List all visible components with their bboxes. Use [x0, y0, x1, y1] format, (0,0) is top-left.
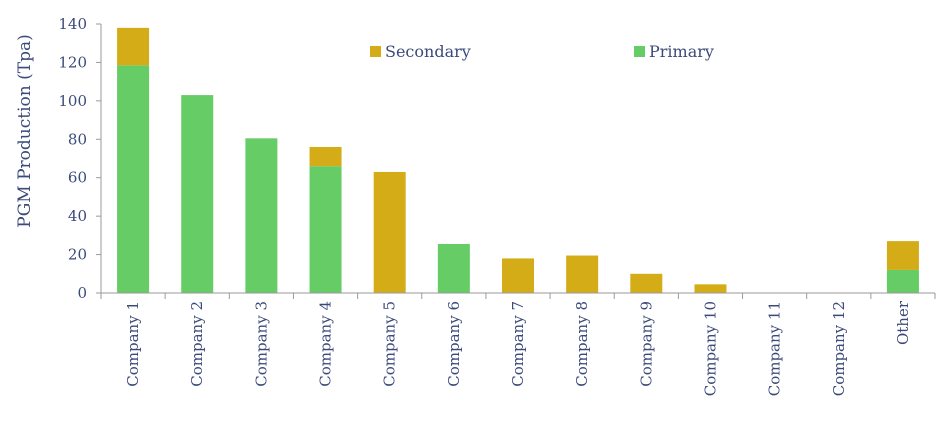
x-tick-label: Other: [894, 300, 912, 345]
legend: Secondary Primary: [370, 42, 714, 61]
bar-primary-company-3: [245, 138, 278, 293]
x-tick-label: Company 11: [766, 301, 784, 396]
y-tick-label: 60: [68, 169, 87, 187]
y-axis: 0 20 40 60 80 100 120 140: [58, 15, 102, 302]
x-tick-label: Company 10: [701, 301, 719, 396]
x-tick-label: Company 7: [509, 301, 527, 387]
bar-primary-company-2: [181, 95, 214, 293]
y-tick-label: 20: [68, 246, 87, 264]
bar-primary-company-6: [437, 244, 470, 293]
legend-label-secondary: Secondary: [385, 42, 471, 61]
legend-label-primary: Primary: [649, 42, 714, 61]
y-axis-title: PGM Production (Tpa): [15, 34, 35, 227]
bar-secondary-company-5: [373, 171, 406, 293]
bar-secondary-company-7: [502, 258, 534, 293]
x-tick-label: Company 2: [188, 301, 206, 387]
x-tick-label: Company 12: [830, 301, 848, 396]
y-tick-label: 120: [58, 53, 87, 71]
legend-swatch-secondary: [370, 46, 381, 57]
y-tick-label: 100: [58, 92, 87, 110]
y-tick-label: 0: [77, 284, 87, 302]
bar-primary-other: [886, 269, 919, 293]
x-tick-label: Company 3: [252, 301, 270, 387]
bar-secondary-company-10: [694, 284, 727, 293]
bar-secondary-other: [886, 241, 919, 270]
bar-primary-company-1: [117, 65, 150, 293]
y-tick-label: 40: [68, 207, 87, 225]
y-tick-label: 140: [58, 15, 87, 33]
bar-secondary-company-1: [117, 27, 150, 66]
x-tick-label: Company 4: [317, 301, 335, 387]
x-tick-label: Company 1: [124, 301, 142, 387]
x-tick-label: Company 6: [445, 301, 463, 387]
bars: [117, 27, 919, 293]
x-axis: Company 1 Company 2 Company 3 Company 4 Comp…: [100, 292, 936, 396]
x-tick-label: Company 9: [637, 301, 655, 387]
bar-secondary-company-4: [309, 146, 342, 167]
bar-primary-company-4: [309, 166, 342, 293]
bar-secondary-company-9: [630, 273, 663, 293]
x-tick-label: Company 8: [573, 301, 591, 387]
bar-secondary-company-8: [566, 255, 599, 293]
legend-swatch-primary: [634, 46, 645, 57]
x-tick-label: Company 5: [381, 301, 399, 387]
y-tick-label: 80: [68, 130, 87, 148]
